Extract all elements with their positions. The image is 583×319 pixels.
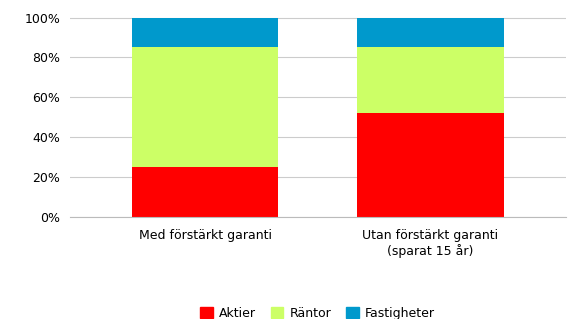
Legend: Aktier, Räntor, Fastigheter: Aktier, Räntor, Fastigheter bbox=[195, 302, 440, 319]
Bar bbox=[357, 113, 504, 217]
Bar bbox=[357, 48, 504, 113]
Bar bbox=[132, 18, 278, 48]
Bar bbox=[132, 48, 278, 167]
Bar bbox=[357, 18, 504, 48]
Bar bbox=[132, 167, 278, 217]
